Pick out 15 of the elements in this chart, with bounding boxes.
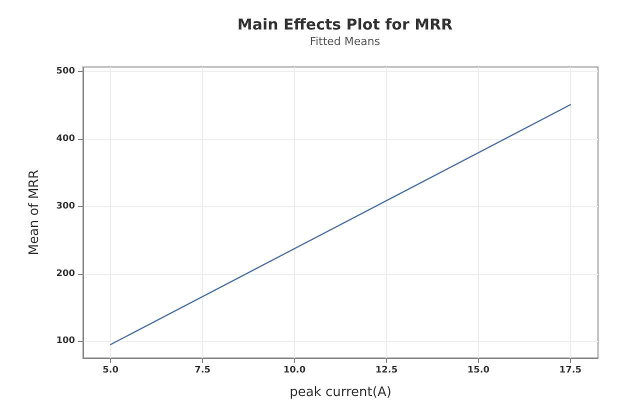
x-tick-label: 15.0 — [467, 366, 490, 376]
x-tick-label: 10.0 — [283, 366, 306, 376]
x-tick-label: 12.5 — [375, 366, 398, 376]
y-tick-label: 200 — [56, 268, 75, 279]
y-tick-label: 300 — [56, 201, 75, 212]
x-axis-title: peak current(A) — [290, 385, 392, 400]
x-tick-label: 7.5 — [194, 366, 211, 376]
chart-title: Main Effects Plot for MRR — [237, 16, 454, 34]
x-tick-label: 17.5 — [559, 366, 582, 376]
x-tick-label: 5.0 — [102, 366, 119, 376]
y-axis-title: Mean of MRR — [27, 170, 42, 256]
y-tick-label: 100 — [56, 336, 75, 346]
y-tick-label: 400 — [56, 134, 75, 144]
chart-subtitle: Fitted Means — [310, 35, 380, 48]
y-tick-label: 500 — [56, 66, 75, 77]
